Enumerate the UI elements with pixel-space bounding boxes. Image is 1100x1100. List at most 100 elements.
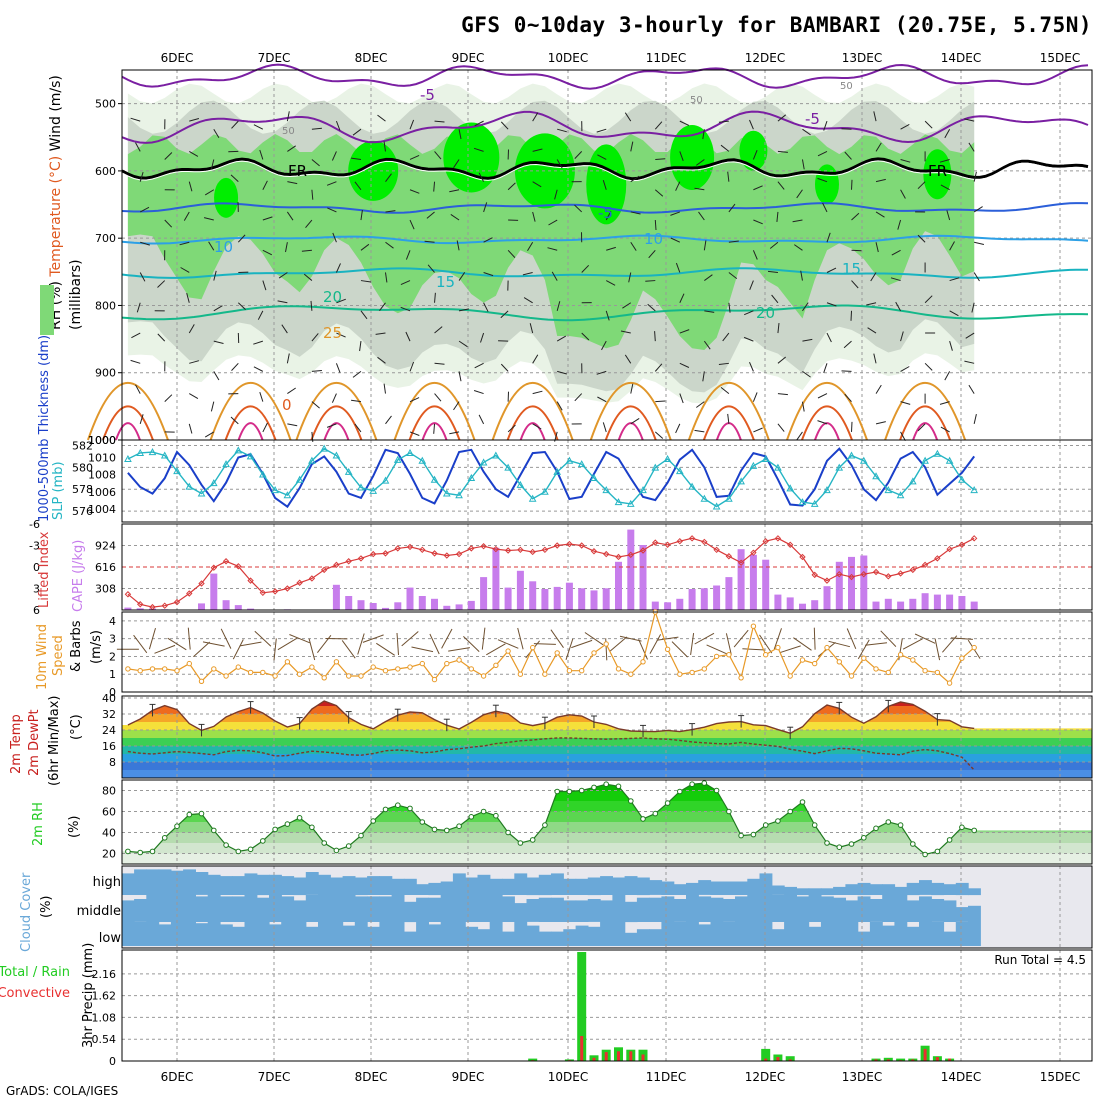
panel-frame	[121, 611, 1093, 693]
temp-tick-4: 40	[102, 692, 116, 705]
cloud-cell-0-29	[477, 874, 491, 896]
cloud-cell-0-43	[649, 880, 663, 895]
cloud-cell-0-58	[833, 886, 846, 895]
cloud-cell-0-30	[489, 878, 503, 895]
wind-barb-208	[949, 277, 960, 282]
temp-contour-20	[121, 304, 1089, 322]
cloud-cell-0-19	[354, 877, 368, 896]
rh2m-marker-15	[309, 824, 315, 831]
wind-speed-marker-17	[333, 659, 340, 665]
cloud-cell-1-67	[943, 900, 957, 922]
cloud-cell-0-59	[845, 884, 859, 895]
slp-marker-27	[455, 491, 463, 499]
wind-barb-140	[140, 241, 150, 246]
lifted-marker-58	[836, 570, 843, 578]
wind-speed-marker-31	[505, 648, 511, 654]
wind-barb-341	[777, 393, 788, 396]
cloud-cell-1-47	[698, 896, 712, 922]
wind-barb-159	[606, 246, 616, 251]
cloud-cell-2-66	[931, 922, 945, 946]
slp-marker-57	[823, 486, 831, 494]
slp-marker-60	[859, 456, 868, 464]
cape-bar-32	[516, 570, 524, 610]
rh-core-1	[348, 140, 399, 201]
lifted-marker-32	[517, 546, 524, 554]
wind-barb-187	[427, 264, 435, 273]
wind-tick-4: 4	[109, 615, 116, 628]
wind-barb-146	[285, 242, 288, 253]
wind-barb-222	[434, 292, 436, 303]
temp-contour-10	[121, 234, 1089, 245]
wind-barb-167	[794, 244, 803, 251]
day-label-top-0: 6DEC	[161, 51, 194, 65]
wind-barb-10m-52	[759, 634, 773, 654]
wind-barb-128	[698, 211, 705, 221]
wind-barb-195	[628, 272, 632, 283]
lifted-marker-13	[284, 585, 291, 592]
wind-barb-10m-53	[773, 628, 782, 650]
lifted-marker-16	[320, 566, 328, 574]
wind-barb-145	[262, 249, 273, 256]
cape-bar-39	[602, 588, 610, 610]
wind-barb-121	[532, 211, 536, 222]
wind-barb-374	[727, 413, 730, 424]
cloud-cell-0-25	[428, 882, 442, 896]
wind-barb-10m-19	[357, 633, 365, 655]
wind-barb-205	[870, 272, 877, 282]
cloud-cell-1-53	[771, 895, 785, 922]
wind-barb-147	[301, 249, 312, 252]
lifted-marker-14	[296, 579, 303, 586]
wind-speed-marker-62	[885, 669, 891, 676]
contour-label-11: 25	[323, 324, 342, 342]
temp-contour-28-7	[801, 405, 853, 441]
lifted-marker-23	[406, 543, 414, 551]
wind-barb-10m-47	[694, 632, 715, 645]
wind-barb-202	[800, 270, 803, 281]
lifted-marker-36	[566, 540, 573, 548]
wind-speed-marker-52	[763, 652, 769, 658]
cloud-cell-2-35	[551, 931, 564, 946]
precip-tick-1: 0.54	[92, 1033, 117, 1046]
cape-bar-50	[737, 549, 745, 610]
rh-legend-swatch	[40, 285, 54, 335]
wind-barb-79	[354, 181, 362, 191]
cloud-cell-0-63	[894, 886, 908, 895]
rh2m-panel: 20 40 60 80 2m RH (%)	[31, 779, 1093, 865]
cape-bar-21	[382, 607, 389, 610]
thickness-ylabel: 1000-500mb Thickness (dm)	[37, 335, 52, 522]
lifted-marker-0	[124, 591, 132, 598]
contour-label-2: FR	[288, 162, 307, 180]
wind-barb-10m-58	[828, 640, 851, 648]
cloud-cell-0-10	[244, 873, 258, 895]
cape-bar-1	[136, 608, 144, 610]
wind-barb-10m-29	[481, 627, 486, 650]
rh2m-marker-4	[174, 823, 180, 830]
contour-label-4: -5	[598, 204, 613, 222]
cloud-cell-2-36	[563, 929, 577, 946]
wind-barb-322	[311, 401, 320, 409]
wind-speed-marker-41	[628, 671, 634, 677]
wind-speed-marker-67	[946, 680, 953, 686]
temp-band-4	[122, 738, 1092, 746]
lifted-marker-34	[541, 546, 549, 554]
cloud-cell-1-28	[465, 895, 479, 922]
wind-barb-113	[327, 207, 337, 213]
wind-barb-56	[655, 158, 666, 160]
slp-marker-36	[565, 456, 574, 464]
cloud-cell-1-27	[452, 895, 466, 922]
precip-conv-bar-64	[911, 1059, 915, 1061]
wind-barb-262	[556, 335, 567, 342]
cape-bar-25	[431, 598, 438, 610]
wind-barb-93	[694, 187, 705, 191]
wind-barb-352	[188, 423, 193, 434]
cloud-cell-1-3	[158, 895, 172, 922]
wind-speed-marker-40	[615, 666, 622, 672]
wind-barb-10m-22	[396, 632, 399, 656]
cape-bar-22	[394, 602, 402, 610]
wind-barb-282	[189, 360, 200, 364]
panel-frame	[121, 949, 1093, 1062]
wind-barb-361	[409, 431, 420, 436]
cloud-cell-0-56	[808, 888, 822, 896]
wind-barb-257	[434, 326, 443, 334]
wind-barb-154	[483, 237, 493, 243]
